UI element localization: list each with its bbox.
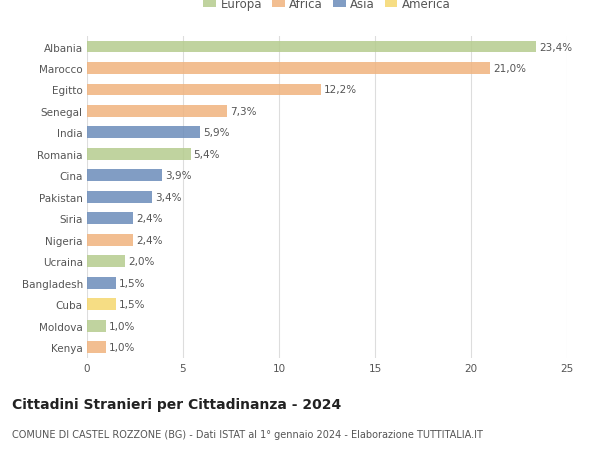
Bar xyxy=(87,170,162,182)
Bar xyxy=(87,277,116,289)
Bar xyxy=(87,234,133,246)
Text: 12,2%: 12,2% xyxy=(324,85,357,95)
Bar xyxy=(87,106,227,118)
Bar xyxy=(87,213,133,224)
Text: 5,4%: 5,4% xyxy=(194,150,220,160)
Text: Cittadini Stranieri per Cittadinanza - 2024: Cittadini Stranieri per Cittadinanza - 2… xyxy=(12,397,341,411)
Legend: Europa, Africa, Asia, America: Europa, Africa, Asia, America xyxy=(203,0,451,11)
Text: 1,5%: 1,5% xyxy=(119,278,145,288)
Text: 1,0%: 1,0% xyxy=(109,321,136,331)
Text: 3,4%: 3,4% xyxy=(155,192,182,202)
Bar xyxy=(87,256,125,268)
Text: 23,4%: 23,4% xyxy=(539,42,572,52)
Bar xyxy=(87,191,152,203)
Bar xyxy=(87,41,536,53)
Text: 1,5%: 1,5% xyxy=(119,299,145,309)
Bar xyxy=(87,63,490,75)
Bar xyxy=(87,149,191,160)
Text: 7,3%: 7,3% xyxy=(230,106,257,117)
Bar xyxy=(87,84,321,96)
Bar xyxy=(87,298,116,310)
Text: COMUNE DI CASTEL ROZZONE (BG) - Dati ISTAT al 1° gennaio 2024 - Elaborazione TUT: COMUNE DI CASTEL ROZZONE (BG) - Dati IST… xyxy=(12,429,483,439)
Bar xyxy=(87,341,106,353)
Bar xyxy=(87,320,106,332)
Text: 2,0%: 2,0% xyxy=(128,257,155,267)
Text: 3,9%: 3,9% xyxy=(165,171,191,181)
Bar xyxy=(87,127,200,139)
Text: 1,0%: 1,0% xyxy=(109,342,136,353)
Text: 2,4%: 2,4% xyxy=(136,235,163,245)
Text: 21,0%: 21,0% xyxy=(493,64,526,74)
Text: 2,4%: 2,4% xyxy=(136,214,163,224)
Text: 5,9%: 5,9% xyxy=(203,128,230,138)
